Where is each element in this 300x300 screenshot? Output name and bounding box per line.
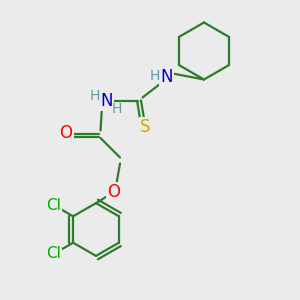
Text: H: H (112, 103, 122, 116)
Text: O: O (107, 183, 121, 201)
Text: S: S (140, 118, 151, 136)
Text: Cl: Cl (46, 197, 61, 212)
Text: N: N (100, 92, 113, 110)
Text: N: N (160, 68, 173, 85)
Text: Cl: Cl (46, 247, 61, 262)
Text: H: H (89, 89, 100, 103)
Text: O: O (59, 124, 73, 142)
Text: H: H (149, 70, 160, 83)
